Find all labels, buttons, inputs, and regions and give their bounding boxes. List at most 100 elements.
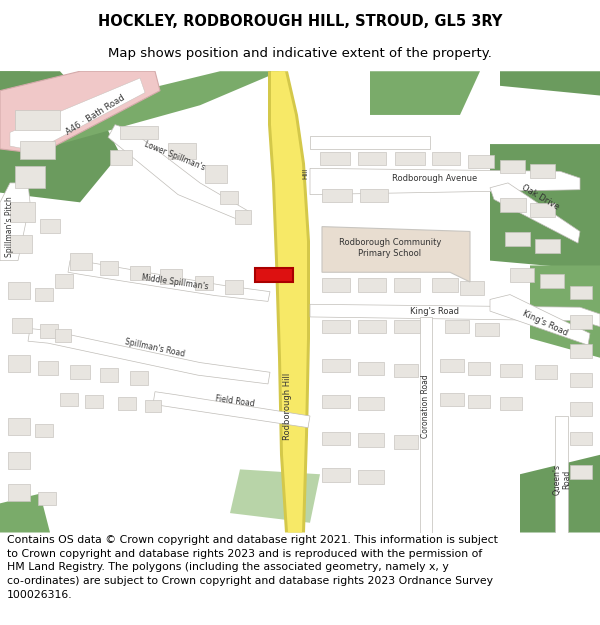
Bar — [118, 396, 136, 410]
Bar — [8, 355, 30, 372]
Polygon shape — [490, 183, 580, 243]
Bar — [322, 468, 350, 482]
Bar — [445, 320, 469, 333]
Polygon shape — [420, 317, 432, 532]
Bar — [35, 288, 53, 301]
Polygon shape — [10, 78, 145, 151]
Polygon shape — [310, 136, 430, 149]
Polygon shape — [68, 261, 270, 301]
Bar — [358, 396, 384, 410]
Bar — [570, 402, 592, 416]
Bar — [358, 471, 384, 484]
Text: King's Road: King's Road — [410, 307, 460, 316]
Bar — [40, 324, 58, 338]
Polygon shape — [0, 183, 30, 261]
Bar — [570, 315, 592, 329]
Text: Spillman's Road: Spillman's Road — [124, 338, 186, 359]
Polygon shape — [40, 71, 280, 144]
Polygon shape — [0, 71, 50, 124]
Text: Coronation Road: Coronation Road — [421, 374, 431, 438]
Bar — [530, 203, 555, 217]
Bar — [358, 320, 386, 333]
Bar — [55, 329, 71, 342]
Text: Rodborough Hill: Rodborough Hill — [283, 372, 292, 440]
Bar — [358, 434, 384, 447]
Polygon shape — [0, 71, 120, 202]
Polygon shape — [490, 294, 590, 345]
Bar — [358, 362, 384, 375]
Bar — [570, 286, 592, 299]
Bar — [225, 280, 243, 294]
Bar — [440, 359, 464, 372]
Text: Oak Drive: Oak Drive — [520, 183, 560, 212]
Text: HOCKLEY, RODBOROUGH HILL, STROUD, GL5 3RY: HOCKLEY, RODBOROUGH HILL, STROUD, GL5 3R… — [98, 14, 502, 29]
Bar — [468, 362, 490, 375]
Bar — [500, 159, 525, 173]
Bar — [530, 164, 555, 178]
Polygon shape — [28, 329, 270, 384]
Bar — [130, 371, 148, 385]
Bar — [70, 253, 92, 271]
Bar — [220, 191, 238, 204]
Bar — [8, 282, 30, 299]
Bar — [322, 359, 350, 372]
Bar — [322, 320, 350, 333]
Bar — [255, 268, 293, 282]
Text: Lower Spillman's: Lower Spillman's — [143, 139, 207, 172]
Bar — [120, 126, 158, 139]
Bar — [8, 484, 30, 501]
Bar — [322, 431, 350, 445]
Bar — [535, 239, 560, 253]
Polygon shape — [0, 71, 160, 154]
Bar — [10, 236, 32, 253]
Bar — [358, 152, 386, 166]
Bar — [540, 274, 564, 288]
Text: Rodborough Avenue: Rodborough Avenue — [392, 174, 478, 182]
Bar — [110, 150, 132, 166]
Polygon shape — [108, 124, 250, 224]
Polygon shape — [271, 71, 307, 532]
Bar — [505, 232, 530, 246]
Bar — [432, 152, 460, 166]
Polygon shape — [230, 469, 320, 522]
Text: Field Road: Field Road — [215, 394, 255, 409]
Text: Rodborough Community
Primary School: Rodborough Community Primary School — [339, 238, 441, 258]
Polygon shape — [370, 71, 480, 115]
Polygon shape — [530, 266, 600, 358]
Bar — [460, 281, 484, 294]
Bar — [85, 394, 103, 408]
Text: King's Road: King's Road — [521, 309, 569, 338]
Bar — [500, 199, 526, 212]
Bar — [510, 268, 534, 282]
Bar — [100, 368, 118, 382]
Bar — [570, 344, 592, 357]
Bar — [100, 261, 118, 275]
Polygon shape — [0, 494, 50, 532]
Polygon shape — [490, 144, 600, 271]
Bar — [55, 274, 73, 288]
Polygon shape — [520, 455, 600, 532]
Bar — [322, 278, 350, 292]
Bar — [160, 269, 182, 284]
Bar — [394, 364, 418, 377]
Bar — [468, 394, 490, 408]
Bar — [15, 166, 45, 188]
Bar — [145, 401, 161, 412]
Bar — [235, 210, 251, 224]
Bar — [38, 492, 56, 505]
Bar — [475, 322, 499, 336]
Bar — [440, 392, 464, 406]
Bar — [322, 394, 350, 408]
Bar — [195, 276, 213, 290]
Bar — [8, 418, 30, 436]
Bar — [60, 392, 78, 406]
Polygon shape — [268, 71, 310, 532]
Bar — [500, 396, 522, 410]
Text: A46 · Bath Road: A46 · Bath Road — [64, 93, 126, 137]
Bar — [432, 278, 458, 292]
Bar — [12, 318, 32, 333]
Bar — [35, 424, 53, 438]
Text: Contains OS data © Crown copyright and database right 2021. This information is : Contains OS data © Crown copyright and d… — [7, 535, 498, 599]
Polygon shape — [500, 71, 600, 96]
Bar — [320, 152, 350, 166]
